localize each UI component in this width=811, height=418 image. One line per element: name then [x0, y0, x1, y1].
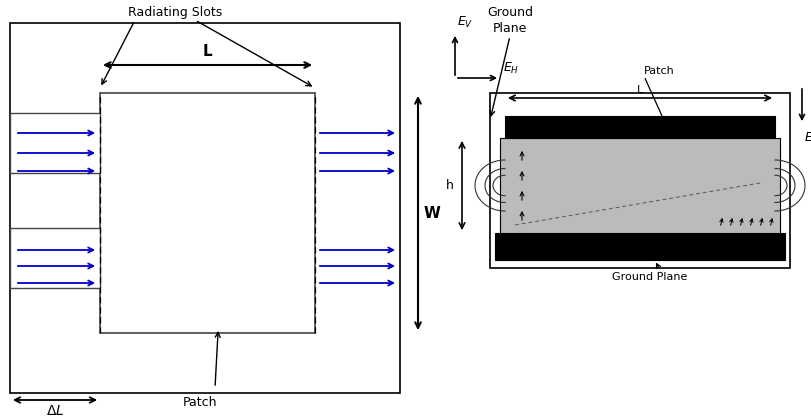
Text: Ground: Ground [487, 6, 532, 19]
Text: $\Delta L$: $\Delta L$ [45, 404, 64, 418]
Bar [504, 116, 774, 138]
Text: Ground Plane: Ground Plane [611, 272, 687, 282]
Bar [10, 23, 400, 393]
Bar [500, 138, 779, 233]
Bar [100, 93, 315, 333]
Text: h: h [445, 179, 453, 192]
Text: Patch: Patch [643, 66, 674, 76]
Text: L: L [203, 44, 212, 59]
Text: L: L [636, 85, 642, 95]
Bar [495, 233, 784, 260]
Text: Plane: Plane [492, 22, 526, 35]
Bar [10, 228, 100, 288]
Text: $E_V$: $E_V$ [457, 15, 473, 30]
Text: $E_H$: $E_H$ [502, 61, 518, 76]
Text: $E_V$: $E_V$ [803, 131, 811, 146]
Bar [10, 113, 100, 173]
Text: Radiating Slots: Radiating Slots [127, 6, 222, 19]
Text: W: W [423, 206, 440, 221]
Text: Patch: Patch [182, 396, 217, 409]
Bar [489, 93, 789, 268]
